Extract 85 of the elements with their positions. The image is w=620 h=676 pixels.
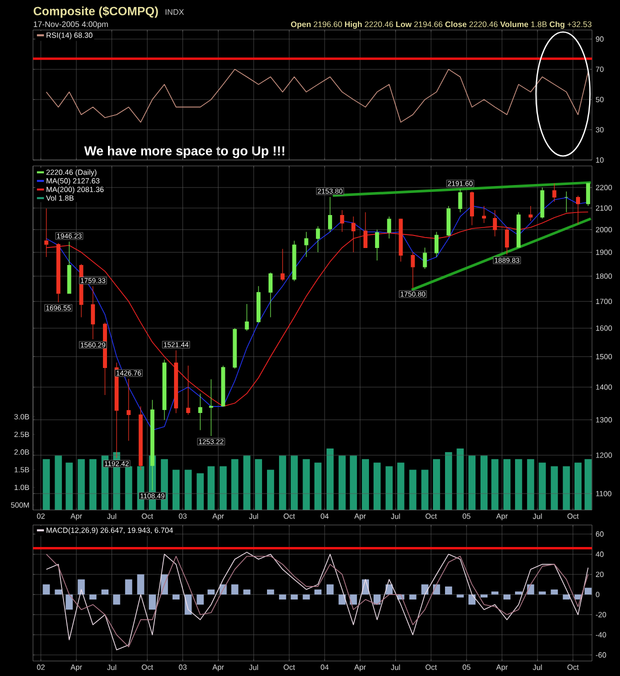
bar (279, 594, 286, 600)
bar (338, 594, 346, 605)
candlestick (209, 378, 214, 436)
candlestick (244, 304, 249, 332)
candlestick (56, 242, 60, 303)
candlestick (552, 183, 556, 202)
candlestick (492, 210, 497, 237)
bar (66, 594, 73, 610)
bar (89, 594, 96, 600)
bar (101, 589, 109, 595)
candlestick (162, 359, 166, 420)
bar (326, 584, 334, 595)
bar (550, 589, 558, 595)
bar (267, 589, 274, 595)
bar (584, 588, 592, 595)
candlestick (540, 187, 544, 219)
bar (172, 594, 180, 600)
candlestick (576, 195, 580, 224)
bar (314, 589, 322, 595)
bar (409, 594, 416, 600)
candlestick (90, 286, 95, 340)
candlestick (387, 216, 392, 239)
bar (54, 589, 62, 595)
bar (421, 584, 428, 595)
text: Open 2196.60 High 2220.46 Low 2194.66 Close 2220.46 Volume 1.8B Chg +32.53 (291, 21, 592, 29)
candlestick (458, 188, 462, 213)
candlestick (470, 191, 474, 226)
candlestick (221, 365, 226, 407)
candlestick (268, 272, 273, 318)
bar (231, 584, 238, 595)
annotation: We have more space to go Up !!! (84, 146, 284, 158)
bar (125, 579, 132, 595)
candlestick (340, 210, 344, 232)
bar (350, 594, 357, 605)
candlestick (516, 212, 521, 248)
candlestick (198, 393, 202, 430)
bar (515, 591, 522, 595)
candlestick (280, 248, 285, 282)
candlestick (363, 212, 368, 248)
candlestick (446, 206, 451, 237)
bar (562, 594, 570, 600)
bar (480, 594, 488, 598)
candlestick (126, 378, 131, 441)
candlestick (232, 328, 237, 369)
bar (78, 579, 85, 595)
line-series (46, 212, 589, 407)
bar (148, 594, 156, 610)
candlestick (351, 216, 356, 253)
candlestick (328, 196, 332, 232)
bar (468, 594, 476, 605)
chart-subtitle: 17-Nov-2005 4:00pm (34, 21, 108, 29)
bar (208, 589, 215, 595)
bar (137, 574, 144, 595)
candlestick (316, 226, 320, 253)
bar (538, 591, 546, 595)
candlestick (398, 218, 403, 262)
bar (503, 594, 510, 600)
bar (491, 591, 498, 595)
candlestick (586, 183, 590, 206)
candlestick (44, 208, 48, 258)
bar (196, 594, 204, 605)
candlestick (504, 227, 509, 255)
candlestick (67, 241, 72, 294)
bar (302, 594, 310, 600)
candlestick (564, 191, 568, 213)
candlestick (304, 232, 308, 258)
candlestick (375, 229, 380, 261)
candlestick (174, 350, 178, 414)
text: INDX (166, 9, 184, 15)
candlestick (528, 206, 533, 222)
line-series (46, 197, 589, 431)
bar (445, 586, 452, 595)
candlestick (422, 247, 427, 270)
chart-title: Composite ($COMPQ) (34, 6, 158, 18)
bar (290, 594, 298, 600)
bar (456, 594, 464, 598)
bar (243, 589, 250, 595)
bar (42, 584, 50, 595)
bar (113, 594, 120, 605)
candlestick (292, 240, 296, 282)
candlestick (186, 365, 190, 416)
candlestick (434, 232, 439, 258)
candlestick (410, 252, 415, 289)
candlestick (482, 206, 486, 224)
candlestick (256, 286, 261, 323)
